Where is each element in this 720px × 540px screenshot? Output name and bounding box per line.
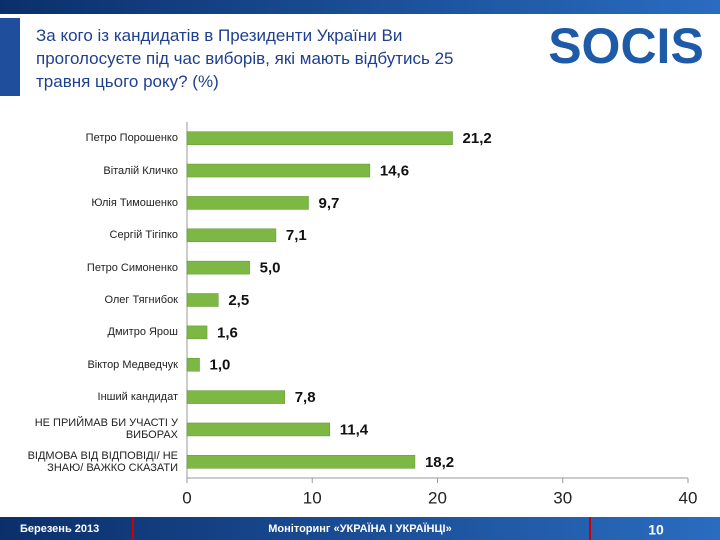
header-bar (0, 0, 720, 14)
header-accent (0, 18, 20, 96)
bar (186, 196, 309, 210)
y-tick-label: Петро Порошенко (85, 132, 178, 145)
footer-date: Березень 2013 (20, 523, 99, 535)
bar (186, 163, 371, 178)
value-label: 7,8 (295, 389, 316, 406)
y-tick-label: Дмитро Ярош (107, 326, 179, 339)
category-box: Юлія Тимошенко (91, 196, 178, 209)
value-label: 11,4 (340, 421, 369, 438)
y-tick-label: ВІДМОВА ВІД ВІДПОВІДІ/ НЕ ЗНАЮ/ ВАЖКО СК… (27, 449, 178, 474)
y-tick-label: Віктор Медведчук (87, 358, 178, 371)
bar (186, 422, 331, 437)
value-label: 18,2 (425, 454, 454, 471)
bar (186, 293, 219, 307)
page-number: 10 (648, 522, 664, 538)
chart-title: За кого із кандидатів в Президенти Украї… (36, 26, 454, 91)
bar (186, 390, 285, 404)
category-box: НЕ ПРИЙМАВ БИ УЧАСТІ У ВИБОРАХ (34, 417, 178, 442)
category-box: Сергій Тігіпко (109, 229, 178, 242)
category-box: Дмитро Ярош (107, 326, 179, 339)
x-tick-label: 10 (303, 488, 322, 507)
x-tick-label: 0 (182, 488, 191, 507)
bar (186, 228, 277, 243)
category-box: Віктор Медведчук (87, 358, 178, 371)
footer-bar (0, 517, 720, 540)
category-box: Олег Тягнибок (104, 294, 178, 306)
category-box: ВІДМОВА ВІД ВІДПОВІДІ/ НЕ ЗНАЮ/ ВАЖКО СК… (27, 449, 178, 474)
y-tick-label: Олег Тягнибок (104, 294, 178, 306)
value-label: 2,5 (228, 292, 249, 309)
y-tick-label: Віталій Кличко (103, 164, 178, 177)
value-label: 1,6 (217, 324, 238, 341)
value-label: 9,7 (318, 195, 339, 212)
footer-center: Моніторинг «УКРАЇНА І УКРАЇНЦІ» (268, 522, 451, 535)
value-label: 7,1 (286, 227, 307, 244)
logo: SOCIS (548, 18, 704, 74)
title-box: За кого із кандидатів в Президенти Украї… (36, 26, 454, 91)
value-label: 14,6 (380, 163, 409, 180)
bar (186, 325, 208, 340)
y-tick-label: Сергій Тігіпко (109, 229, 178, 242)
x-tick-label: 20 (428, 488, 447, 507)
bar (186, 260, 250, 275)
value-label: 1,0 (210, 357, 231, 374)
value-label: 5,0 (260, 260, 281, 277)
bar (186, 455, 416, 469)
category-box: Інший кандидат (97, 391, 178, 404)
y-tick-label: Петро Симоненко (86, 261, 178, 274)
x-tick-label: 30 (553, 488, 572, 507)
category-box: Петро Симоненко (86, 261, 178, 274)
y-tick-label: Юлія Тимошенко (91, 196, 178, 209)
bar (186, 131, 453, 145)
bar (186, 357, 200, 372)
y-tick-label: Інший кандидат (97, 391, 178, 404)
value-label: 21,2 (463, 130, 492, 147)
category-box: Петро Порошенко (85, 132, 178, 145)
y-tick-label: НЕ ПРИЙМАВ БИ УЧАСТІ У ВИБОРАХ (34, 417, 178, 442)
category-box: Віталій Кличко (103, 164, 178, 177)
x-tick-label: 40 (679, 488, 698, 507)
